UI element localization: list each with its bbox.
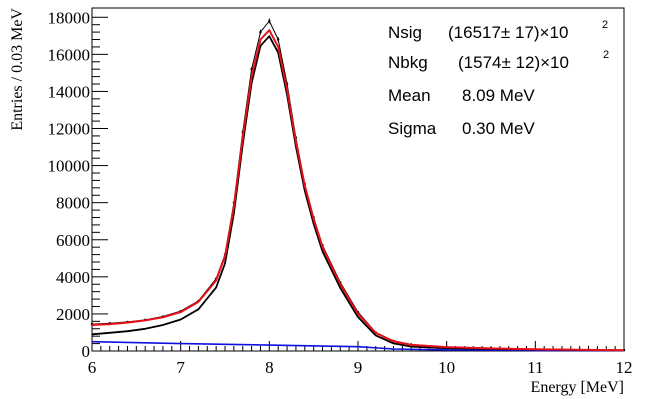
stat-nsig-value: (16517± 17)×10 xyxy=(448,23,568,42)
x-axis-title: Energy [MeV] xyxy=(531,379,624,396)
y-tick-label: 0 xyxy=(82,342,91,361)
y-tick-label: 4000 xyxy=(56,268,90,287)
stat-nsig-label: Nsig xyxy=(388,23,422,42)
stat-mean-value: 8.09 MeV xyxy=(462,86,535,105)
data-point xyxy=(268,19,271,23)
x-tick-label: 11 xyxy=(527,358,543,377)
stat-sigma-value: 0.30 MeV xyxy=(462,119,535,138)
x-axis: 6 7 8 9 10 11 12 xyxy=(88,341,633,377)
x-tick-label: 6 xyxy=(88,358,97,377)
y-tick-label: 8000 xyxy=(56,194,90,213)
x-tick-label: 7 xyxy=(176,358,185,377)
stat-mean-label: Mean xyxy=(388,86,431,105)
data-point xyxy=(259,30,262,34)
x-tick-label: 8 xyxy=(265,358,274,377)
y-tick-label: 10000 xyxy=(48,157,91,176)
data-point xyxy=(277,38,280,41)
fit-stats-box: Nsig (16517± 17)×10 2 Nbkg (1574± 12)×10… xyxy=(388,19,609,138)
background-curve xyxy=(91,340,625,352)
data-point xyxy=(250,67,253,71)
x-tick-label: 10 xyxy=(438,358,455,377)
series-layer xyxy=(90,18,626,352)
stat-sigma-label: Sigma xyxy=(388,119,437,138)
stat-nbkg-label: Nbkg xyxy=(388,53,428,72)
y-tick-label: 18000 xyxy=(48,8,91,27)
y-tick-label: 2000 xyxy=(56,305,90,324)
x-tick-label: 12 xyxy=(616,358,633,377)
total-fit-curve xyxy=(91,29,625,352)
y-tick-label: 16000 xyxy=(48,45,91,64)
stat-nsig-exponent: 2 xyxy=(602,19,608,31)
stat-nbkg-exponent: 2 xyxy=(603,49,609,61)
y-tick-label: 6000 xyxy=(56,231,90,250)
x-tick-label: 9 xyxy=(354,358,363,377)
y-tick-label: 12000 xyxy=(48,120,91,139)
signal-curve xyxy=(91,35,625,352)
y-tick-label: 14000 xyxy=(48,82,91,101)
y-axis-title: Entries / 0.03 MeV xyxy=(9,8,26,131)
y-axis: 0 2000 4000 6000 8000 10000 12000 14000 16000 180… xyxy=(48,8,108,361)
stat-nbkg-value: (1574± 12)×10 xyxy=(458,53,569,72)
